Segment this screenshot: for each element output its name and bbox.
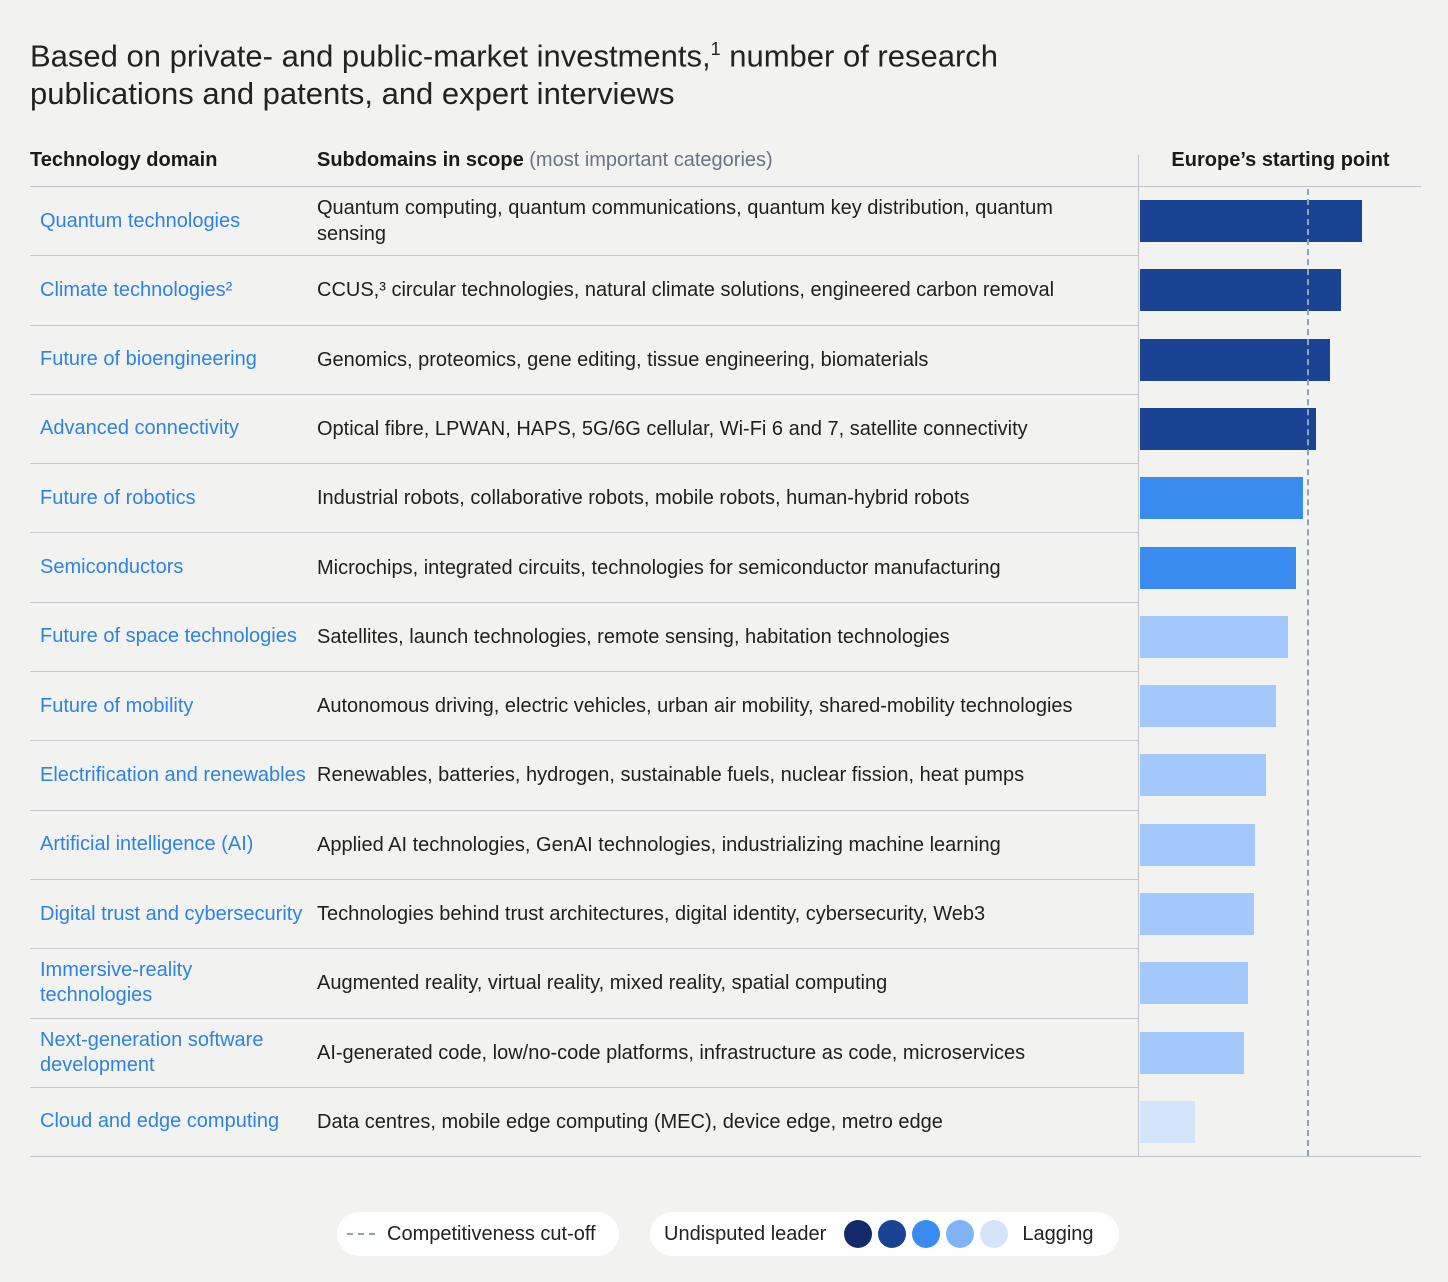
legend-dot-level-2 xyxy=(878,1220,907,1248)
subdomains-text: Genomics, proteomics, gene editing, tiss… xyxy=(317,348,929,371)
starting-point-bar xyxy=(1140,477,1303,520)
dashed-line-icon xyxy=(347,1233,375,1235)
row-divider xyxy=(30,740,1138,742)
subdomains-text: CCUS,³ circular technologies, natural cl… xyxy=(317,279,1055,302)
table-row: Immersive-reality technologies Augmented … xyxy=(0,949,1448,1019)
subdomains-text: Data centres, mobile edge computing (MEC… xyxy=(317,1110,943,1133)
subdomains-text: AI-generated code, low/no-code platforms… xyxy=(317,1041,1026,1064)
starting-point-bar xyxy=(1140,962,1248,1005)
title-footnote: 1 xyxy=(710,39,721,59)
table-row: Future of mobility Autonomous driving, el… xyxy=(0,672,1448,742)
domain-label[interactable]: Semiconductors xyxy=(40,556,184,578)
subdomains-text: Quantum computing, quantum communication… xyxy=(317,197,1053,245)
column-header-subdomains-note: (most important categories) xyxy=(529,149,773,171)
subdomains-text: Optical fibre, LPWAN, HAPS, 5G/6G cellul… xyxy=(317,417,1028,440)
row-divider xyxy=(30,809,1138,811)
row-divider xyxy=(30,532,1138,534)
legend-dots xyxy=(844,1220,1014,1248)
starting-point-bar xyxy=(1140,546,1296,589)
starting-point-bar xyxy=(1140,893,1254,935)
starting-point-bar xyxy=(1140,823,1255,866)
table-row: Advanced connectivity Optical fibre, LPWA… xyxy=(0,395,1448,465)
starting-point-bar xyxy=(1140,754,1266,797)
table-row: Semiconductors Microchips, integrated cir… xyxy=(0,534,1448,603)
row-divider xyxy=(30,255,1138,257)
subdomains-text: Technologies behind trust architectures,… xyxy=(317,903,986,925)
starting-point-bar xyxy=(1140,615,1288,658)
domain-label[interactable]: Climate technologies² xyxy=(40,278,233,301)
row-divider xyxy=(30,1086,1138,1088)
domain-label[interactable]: Future of bioengineering xyxy=(40,348,257,371)
row-divider xyxy=(30,878,1138,880)
competitiveness-cutoff-line xyxy=(1307,189,1309,1156)
bar-column-divider xyxy=(1138,155,1139,1157)
row-divider xyxy=(30,1017,1138,1019)
table-row: Future of robotics Industrial robots, col… xyxy=(0,464,1448,534)
subdomains-text: Renewables, batteries, hydrogen, sustain… xyxy=(317,764,1025,787)
table-row: Future of space technologies Satellites, … xyxy=(0,603,1448,673)
column-header-subdomains: Subdomains in scope (most important cate… xyxy=(317,147,773,173)
row-divider xyxy=(30,324,1138,326)
column-header-domain: Technology domain xyxy=(30,149,218,171)
subdomains-text: Microchips, integrated circuits, technol… xyxy=(317,556,1001,579)
row-divider xyxy=(30,948,1138,950)
table-row: Digital trust and cybersecurity Technolog… xyxy=(0,880,1448,950)
table-row: Next-generation software development AI-g… xyxy=(0,1019,1448,1088)
legend-dot-level-4 xyxy=(946,1220,975,1248)
starting-point-bar xyxy=(1140,269,1341,312)
domain-label[interactable]: Future of robotics xyxy=(40,486,196,509)
subdomains-text: Augmented reality, virtual reality, mixe… xyxy=(317,972,888,995)
title-main: Based on private- and public-market inve… xyxy=(30,38,711,74)
domain-label[interactable]: Immersive-reality technologies xyxy=(40,959,193,1007)
legend-scale-start: Undisputed leader xyxy=(664,1222,827,1245)
table-row: Future of bioengineering Genomics, proteo… xyxy=(0,326,1448,395)
chart-title: Based on private- and public-market inve… xyxy=(30,30,1130,113)
legend-dot-level-3 xyxy=(912,1220,941,1248)
domain-label[interactable]: Artificial intelligence (AI) xyxy=(40,833,254,856)
subdomains-text: Industrial robots, collaborative robots,… xyxy=(317,487,970,510)
table-row: Electrification and renewables Renewables… xyxy=(0,741,1448,811)
domain-label[interactable]: Advanced connectivity xyxy=(40,417,240,440)
legend-cutoff: Competitiveness cut-off xyxy=(337,1212,619,1256)
row-divider xyxy=(30,671,1138,673)
domain-label[interactable]: Cloud and edge computing xyxy=(40,1110,280,1133)
domain-label[interactable]: Quantum technologies xyxy=(40,209,241,232)
title-rest: number of research publications and pate… xyxy=(30,38,999,112)
table-row: Cloud and edge computing Data centres, mo… xyxy=(0,1088,1448,1157)
starting-point-bar xyxy=(1140,338,1330,381)
table-row: Artificial intelligence (AI) Applied AI t… xyxy=(0,811,1448,880)
legend-cutoff-label: Competitiveness cut-off xyxy=(387,1222,596,1245)
domain-label[interactable]: Future of space technologies xyxy=(40,625,297,648)
legend-scale-end: Lagging xyxy=(1022,1222,1094,1245)
domain-label[interactable]: Electrification and renewables xyxy=(40,763,306,786)
row-divider xyxy=(30,463,1138,465)
table-bottom-rule xyxy=(30,1156,1421,1157)
starting-point-bar xyxy=(1140,1031,1244,1074)
legend-dot-level-5 xyxy=(980,1220,1009,1248)
legend-dot-level-1 xyxy=(844,1220,873,1248)
column-header-starting-point: Europe’s starting point xyxy=(1171,149,1390,171)
table-row: Climate technologies² CCUS,³ circular tec… xyxy=(0,256,1448,326)
subdomains-text: Autonomous driving, electric vehicles, u… xyxy=(317,695,1073,718)
starting-point-bar xyxy=(1140,200,1362,242)
row-divider xyxy=(30,601,1138,603)
row-divider xyxy=(30,393,1138,395)
domain-label[interactable]: Future of mobility xyxy=(40,694,194,717)
starting-point-bar xyxy=(1140,685,1276,728)
starting-point-bar xyxy=(1140,407,1316,450)
table-row: Quantum technologies Quantum computing, q… xyxy=(0,187,1448,257)
column-header-subdomains-label: Subdomains in scope xyxy=(317,149,524,171)
domain-label[interactable]: Next-generation software development xyxy=(40,1028,264,1076)
legend-scale: Undisputed leader Lagging xyxy=(650,1212,1119,1256)
subdomains-text: Satellites, launch technologies, remote … xyxy=(317,625,950,648)
header-divider xyxy=(30,186,1421,187)
subdomains-text: Applied AI technologies, GenAI technolog… xyxy=(317,833,1001,856)
starting-point-bar xyxy=(1140,1100,1195,1143)
domain-label[interactable]: Digital trust and cybersecurity xyxy=(40,902,303,925)
